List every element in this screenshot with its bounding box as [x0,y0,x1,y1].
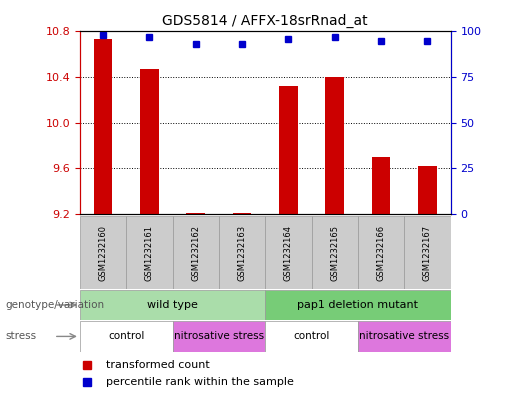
Bar [173,321,265,352]
Bar [80,216,126,289]
Text: GSM1232163: GSM1232163 [237,224,247,281]
Bar [358,321,451,352]
Bar [265,290,451,320]
Bar [186,213,205,214]
Text: GSM1232162: GSM1232162 [191,224,200,281]
Bar [279,86,298,214]
Text: control: control [108,331,144,342]
Bar [80,321,173,352]
Text: GSM1232160: GSM1232160 [98,224,108,281]
Bar [233,213,251,214]
Bar [140,69,159,214]
Text: control: control [294,331,330,342]
Bar [126,216,173,289]
Text: wild type: wild type [147,300,198,310]
Bar [94,39,112,214]
Text: pap1 deletion mutant: pap1 deletion mutant [298,300,418,310]
Bar [219,216,265,289]
Text: genotype/variation: genotype/variation [5,300,104,310]
Text: GSM1232161: GSM1232161 [145,224,154,281]
Text: GSM1232166: GSM1232166 [376,224,386,281]
Bar [80,290,265,320]
Bar [265,216,312,289]
Bar [312,216,358,289]
Bar [372,157,390,214]
Title: GDS5814 / AFFX-18srRnad_at: GDS5814 / AFFX-18srRnad_at [162,13,368,28]
Text: stress: stress [5,331,36,342]
Bar [265,321,358,352]
Text: nitrosative stress: nitrosative stress [174,331,264,342]
Bar [173,216,219,289]
Bar [358,216,404,289]
Text: GSM1232165: GSM1232165 [330,224,339,281]
Text: percentile rank within the sample: percentile rank within the sample [106,377,294,387]
Text: transformed count: transformed count [106,360,210,370]
Text: nitrosative stress: nitrosative stress [359,331,449,342]
Bar [325,77,344,214]
Bar [418,166,437,214]
Text: GSM1232164: GSM1232164 [284,224,293,281]
Bar [404,216,451,289]
Text: GSM1232167: GSM1232167 [423,224,432,281]
